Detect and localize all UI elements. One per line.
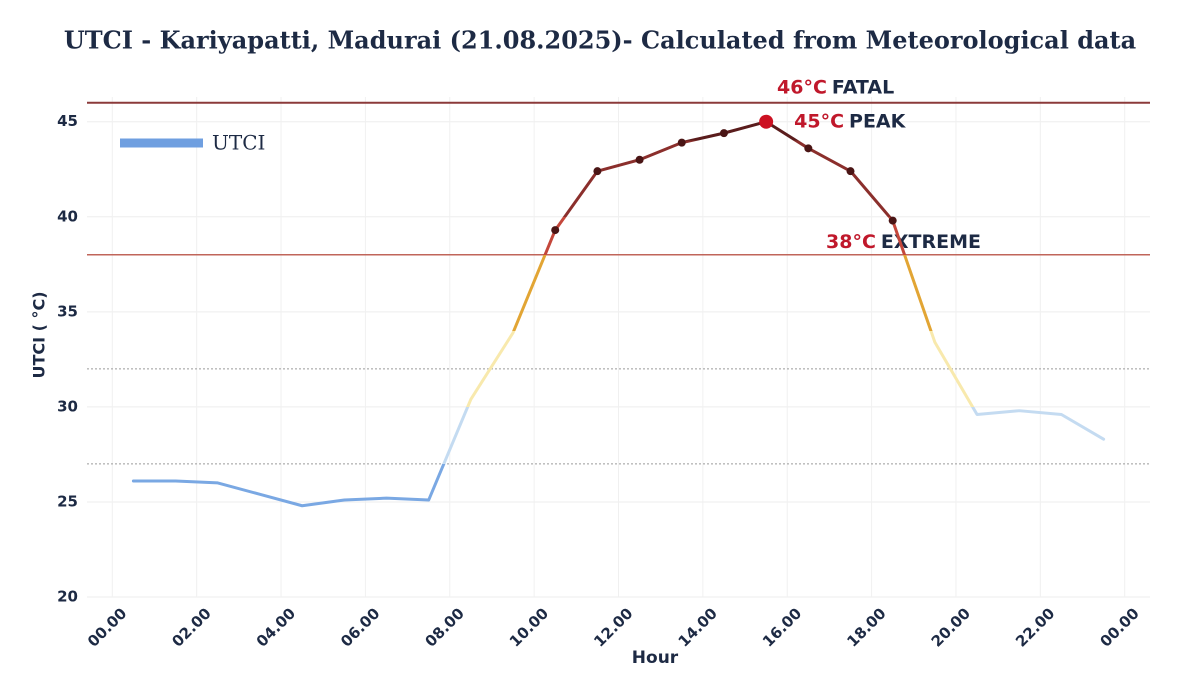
reference-annotation: 46°C FATAL: [777, 76, 894, 98]
utci-line: [131, 120, 1106, 508]
x-tick-label: 10.00: [506, 604, 552, 650]
point-marker: [888, 216, 897, 225]
annotation-label: FATAL: [832, 76, 894, 98]
x-tick-label: 06.00: [337, 604, 383, 650]
y-tick-label: 45: [57, 112, 78, 130]
annotation-value: 38°C: [826, 230, 876, 252]
legend-label: UTCI: [212, 131, 265, 155]
point-marker: [804, 144, 813, 153]
x-tick-label: 08.00: [421, 604, 467, 650]
annotation-label: PEAK: [849, 110, 907, 132]
reference-annotation: 38°C EXTREME: [826, 230, 981, 252]
x-tick-label: 20.00: [928, 604, 974, 650]
x-tick-label: 18.00: [843, 604, 889, 650]
y-tick-label: 20: [57, 588, 78, 606]
point-marker: [719, 129, 728, 138]
peak-annotation: 45°C PEAK: [794, 110, 906, 132]
y-tick-label: 25: [57, 492, 78, 510]
chart-title: UTCI - Kariyapatti, Madurai (21.08.2025)…: [64, 26, 1136, 55]
annotation-value: 46°C: [777, 76, 827, 98]
x-tick-label: 14.00: [675, 604, 721, 650]
point-marker: [593, 167, 602, 176]
x-tick-label: 16.00: [759, 604, 805, 650]
point-marker: [677, 138, 686, 147]
x-tick-label: 22.00: [1012, 604, 1058, 650]
y-tick-label: 40: [57, 207, 78, 225]
x-axis-label: Hour: [632, 648, 679, 668]
y-axis-label: UTCI ( °C): [30, 291, 49, 378]
x-tick-label: 00.00: [84, 604, 130, 650]
x-tick-label: 12.00: [590, 604, 636, 650]
peak-marker: [759, 114, 774, 129]
x-tick-label: 02.00: [168, 604, 214, 650]
y-tick-label: 30: [57, 397, 78, 415]
point-marker: [551, 226, 560, 235]
y-tick-label: 35: [57, 302, 78, 320]
x-tick-label: 00.00: [1096, 604, 1142, 650]
x-tick-label: 04.00: [253, 604, 299, 650]
annotation-label: EXTREME: [881, 230, 981, 252]
point-marker: [846, 167, 855, 176]
point-marker: [635, 155, 644, 164]
annotation-value: 45°C: [794, 110, 844, 132]
